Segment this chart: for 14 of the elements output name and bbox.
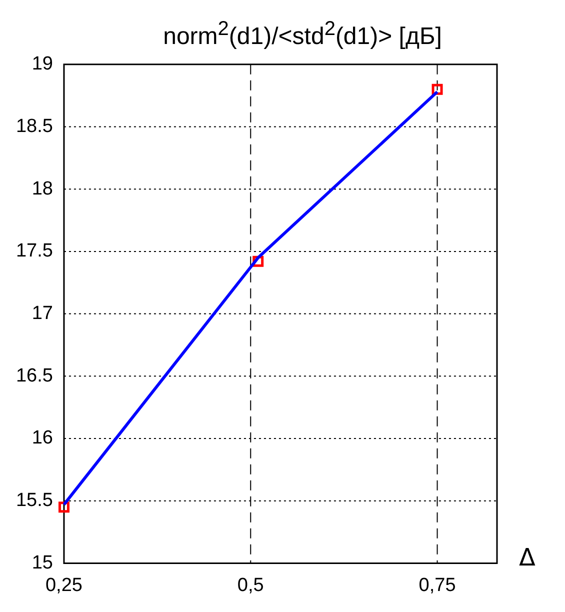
x-tick-label: 0,75 [418, 574, 456, 596]
x-axis-title: Δ [519, 543, 536, 572]
y-tick-label: 16 [32, 428, 53, 449]
x-tick-label: 0,25 [45, 574, 82, 596]
y-tick-label: 18 [32, 178, 53, 200]
y-tick-label: 15 [32, 552, 53, 574]
y-tick-label: 15.5 [16, 490, 53, 512]
y-tick-label: 17.5 [16, 240, 53, 262]
y-tick-label: 18.5 [16, 116, 53, 137]
y-tick-label: 16.5 [16, 365, 53, 386]
y-tick-label: 19 [32, 54, 53, 75]
chart-title: norm$^{2}$(d1)/<std$^{2}$(d1)> [дБ] [162, 17, 443, 50]
y-tick-label: 17 [32, 303, 53, 324]
x-tick-label: 0,5 [237, 574, 264, 596]
